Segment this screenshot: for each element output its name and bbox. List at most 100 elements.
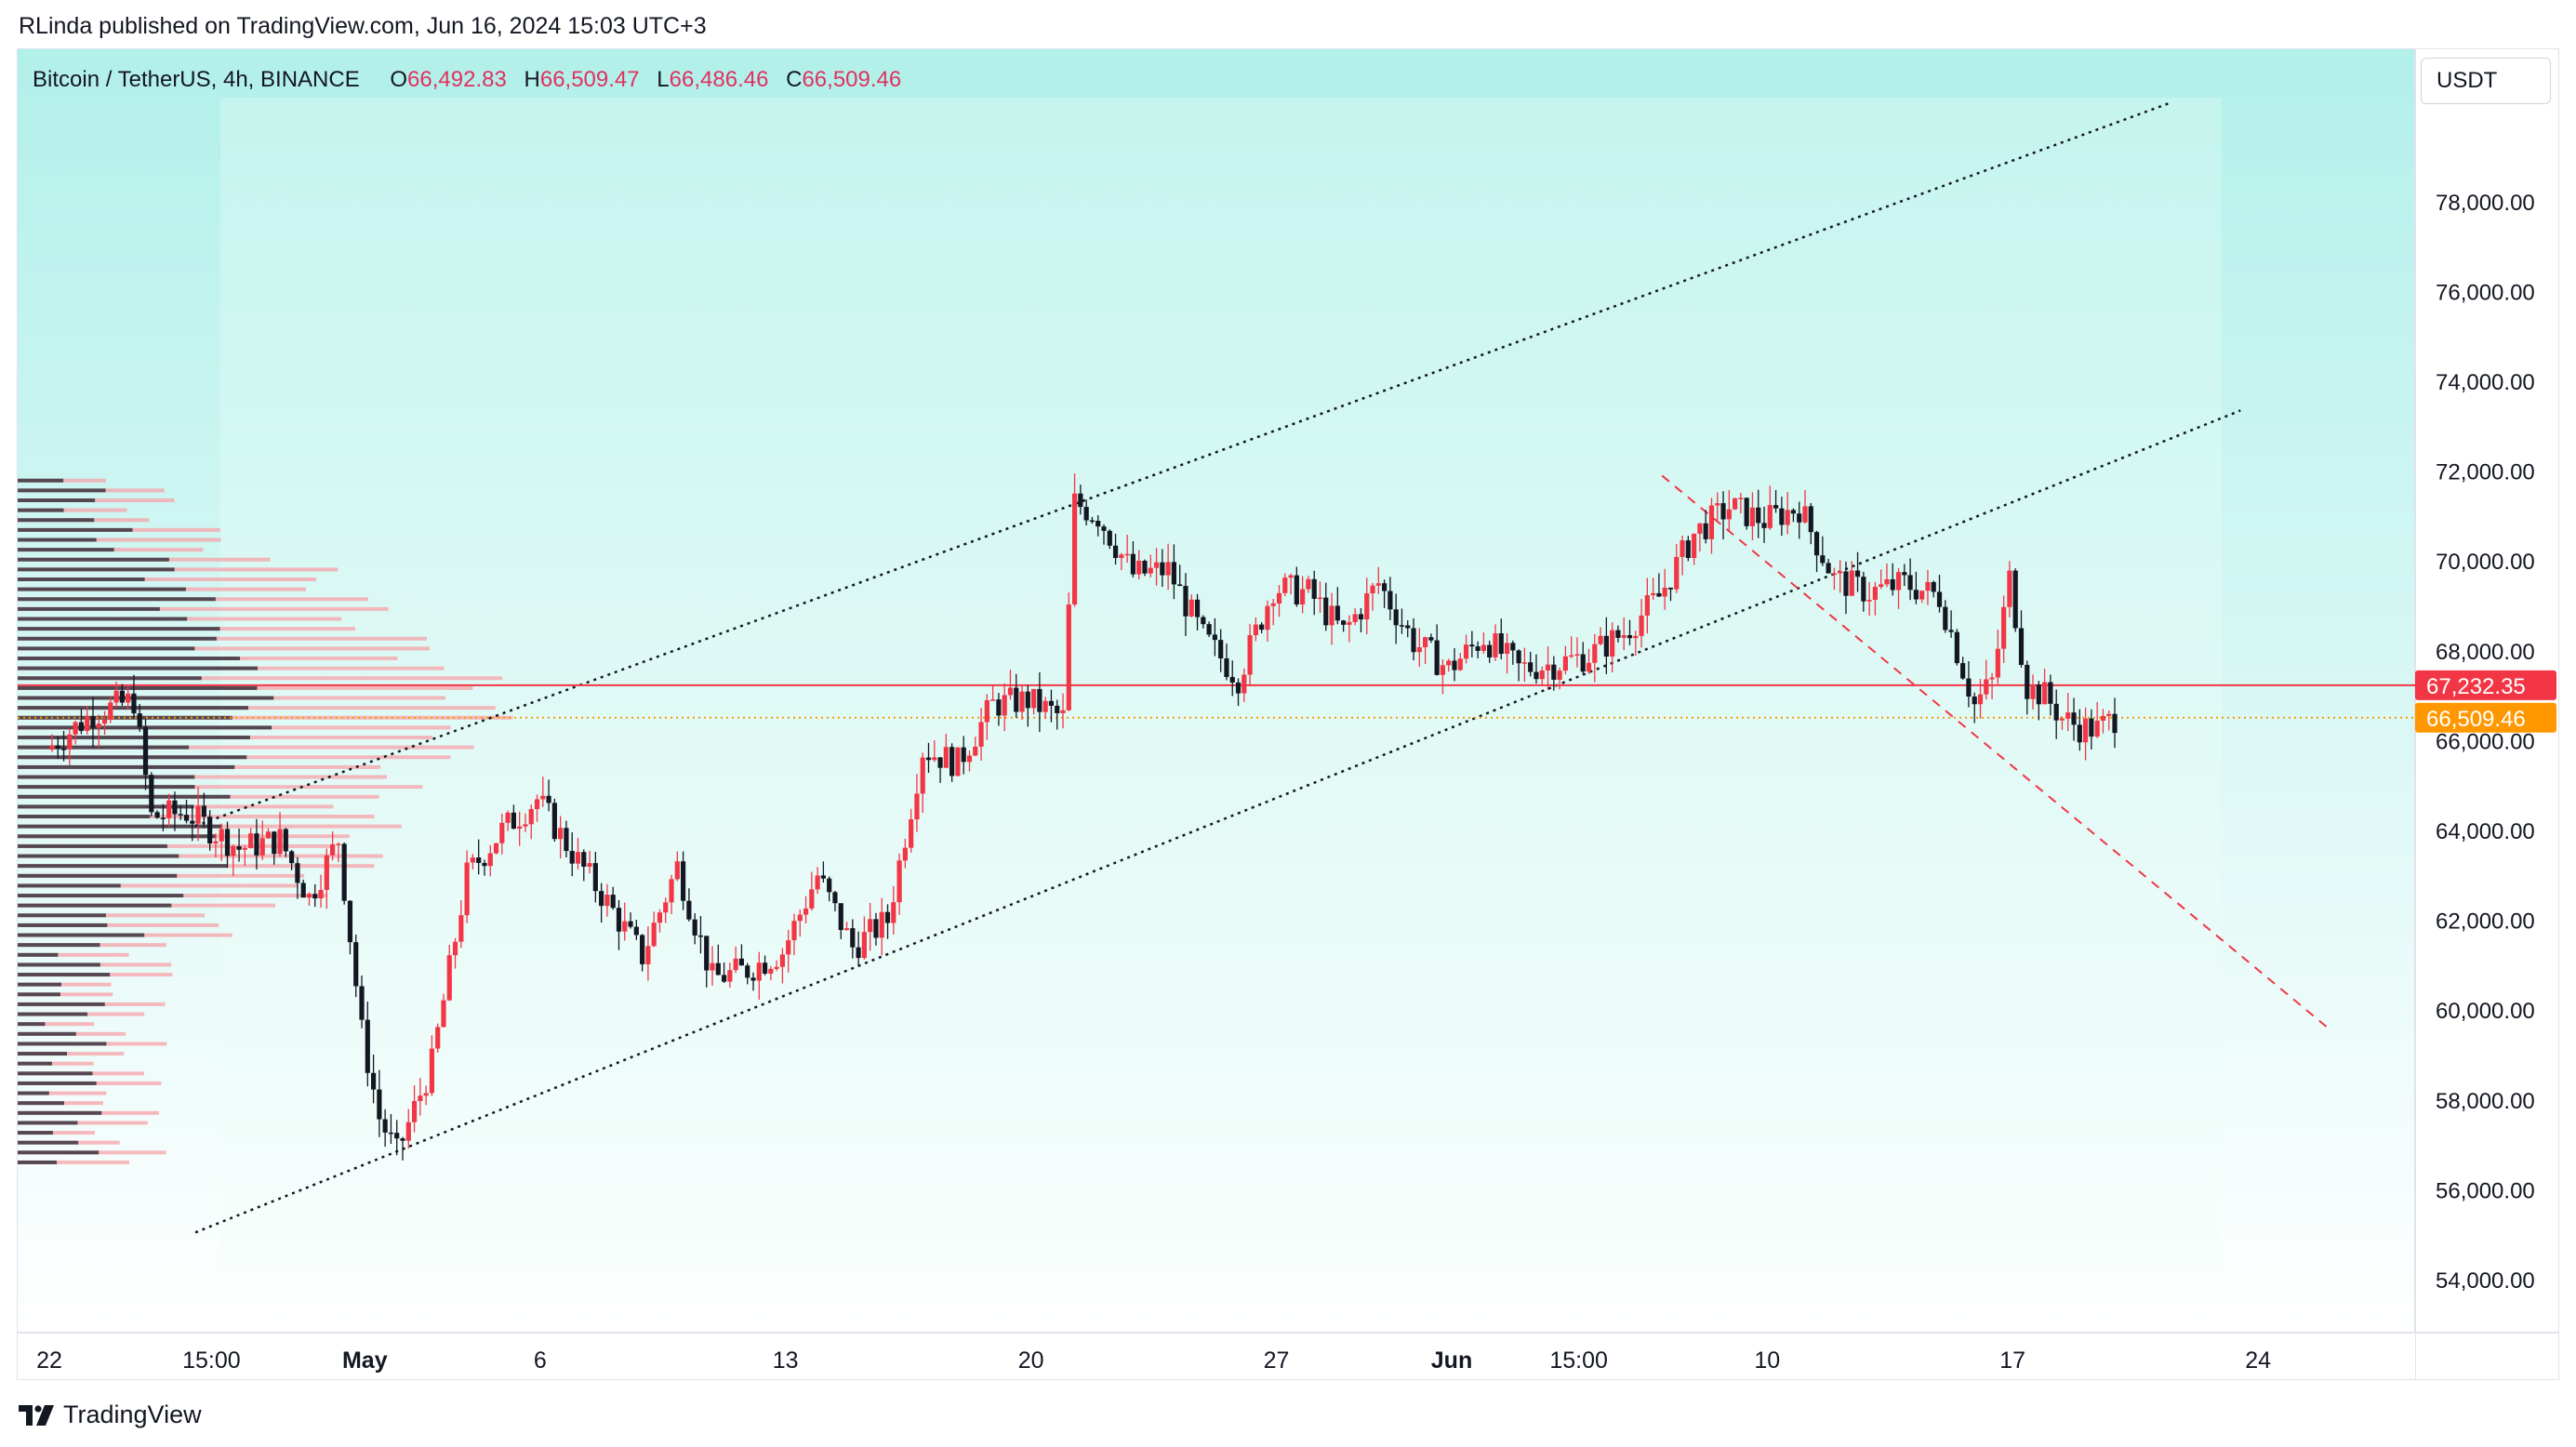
candle-body	[1989, 677, 1995, 680]
volume-profile-row-down	[18, 538, 97, 542]
candle-body	[370, 1072, 377, 1090]
candle-body	[1586, 662, 1592, 672]
candle-body	[458, 915, 464, 942]
candle-body	[815, 875, 820, 890]
candle-body	[1358, 614, 1364, 620]
candle-body	[1364, 593, 1370, 620]
volume-profile-row	[18, 1160, 130, 1164]
candle-body	[1434, 640, 1440, 675]
candle-body	[1002, 695, 1007, 716]
candle-body	[1148, 567, 1153, 574]
candle-body	[1528, 662, 1534, 672]
downtrend-dashed-line	[1661, 474, 2330, 1029]
candle-body	[616, 908, 622, 932]
candle-body	[1879, 584, 1884, 588]
volume-profile-row-down	[18, 962, 100, 967]
volume-profile-row-down	[18, 1110, 102, 1115]
candle-body	[452, 941, 458, 956]
y-tick-label: 70,000.00	[2436, 550, 2535, 575]
candle-body	[149, 775, 154, 813]
candle-body	[2007, 570, 2012, 607]
candle-body	[464, 862, 470, 916]
price-chart[interactable]: 54,000.00 56,000.00 58,000.00 60,000.00 62,0…	[18, 49, 2559, 1380]
volume-profile-row-down	[18, 1150, 100, 1155]
volume-profile-row-down	[18, 992, 60, 997]
volume-profile-row-down	[18, 518, 95, 523]
candle-body	[1452, 660, 1457, 670]
volume-profile-row	[18, 992, 113, 997]
brand-name: TradingView	[63, 1401, 202, 1428]
candle-body	[1300, 589, 1306, 604]
candle-body	[137, 713, 142, 727]
candle-body	[1838, 571, 1843, 574]
candle-body	[1078, 493, 1083, 508]
candle-body	[932, 757, 937, 761]
volume-profile-row-down	[18, 646, 195, 651]
candle-body	[1411, 628, 1416, 653]
footer-brand[interactable]: TradingView	[19, 1401, 202, 1429]
candle-body	[786, 940, 791, 955]
close-value: 66,509.46	[802, 67, 902, 92]
candle-body	[1872, 587, 1878, 601]
candle-body	[1142, 561, 1148, 574]
candle-body	[207, 816, 213, 843]
candle-body	[347, 900, 353, 943]
candle-body	[1598, 635, 1603, 644]
candle-body	[704, 936, 710, 971]
candle-body	[640, 935, 645, 964]
candle-body	[599, 891, 604, 907]
low-label: L	[657, 67, 670, 92]
chart-area[interactable]: 54,000.00 56,000.00 58,000.00 60,000.00 62,0…	[17, 48, 2559, 1380]
candle-body	[1720, 503, 1726, 520]
volume-profile-row-down	[18, 567, 175, 572]
volume-profile-row-down	[18, 943, 100, 948]
candle-body	[1037, 688, 1042, 712]
candle-body	[1457, 658, 1463, 670]
candle-body	[868, 919, 873, 933]
currency-selector[interactable]: USDT	[2421, 58, 2551, 104]
candle-body	[1311, 578, 1317, 599]
candle-body	[1493, 633, 1498, 657]
volume-profile-row-down	[18, 557, 169, 562]
candle-body	[254, 833, 259, 856]
volume-profile-row-down	[18, 498, 96, 502]
candle-body	[856, 947, 861, 959]
candle-body	[558, 828, 564, 840]
candle-body	[1674, 556, 1680, 590]
candle-body	[1773, 505, 1779, 509]
candle-body	[1569, 655, 1574, 657]
volume-profile-row-down	[18, 1121, 78, 1125]
candle-body	[949, 747, 955, 777]
candle-body	[388, 1132, 394, 1135]
candle-body	[2018, 628, 2025, 665]
volume-profile-row-down	[18, 1031, 76, 1036]
volume-profile-row-down	[18, 1140, 79, 1145]
volume-profile-row	[18, 706, 496, 710]
volume-profile-row	[18, 646, 431, 651]
candle-body	[610, 895, 616, 909]
candle-body	[1656, 592, 1662, 597]
candle-body	[925, 757, 932, 761]
volume-profile-row-down	[18, 873, 178, 878]
candle-body	[330, 843, 336, 856]
candle-body	[909, 819, 914, 848]
candle-body	[85, 716, 90, 732]
candle-body	[1247, 635, 1253, 675]
candle-body	[592, 863, 598, 892]
x-tick-label: 10	[1754, 1347, 1780, 1374]
candle-body	[827, 878, 832, 893]
candle-body	[873, 919, 879, 938]
y-tick-label: 78,000.00	[2436, 191, 2535, 216]
candle-body	[1071, 493, 1078, 605]
candle-body	[213, 841, 219, 843]
symbol-title[interactable]: Bitcoin / TetherUS, 4h, BINANCE	[33, 67, 360, 92]
candle-body	[540, 795, 546, 800]
candle-body	[166, 800, 172, 818]
candle-body	[686, 900, 692, 920]
candle-body	[341, 843, 347, 901]
volume-profile-row-down	[18, 696, 274, 700]
candle-body	[721, 975, 727, 982]
candle-body	[1136, 561, 1142, 575]
candle-body	[1744, 498, 1749, 526]
candle-body	[1890, 578, 1895, 591]
